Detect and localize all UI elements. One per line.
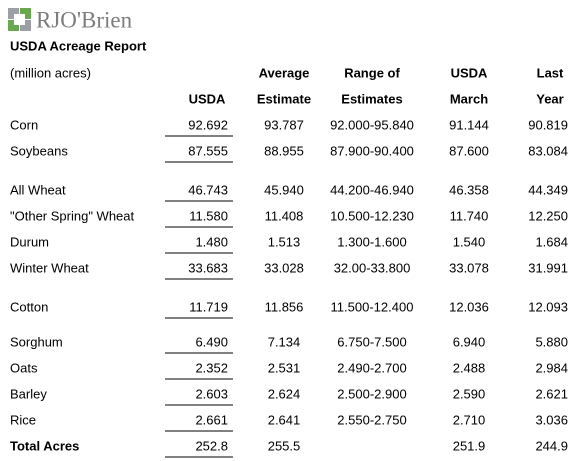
- cell: 5.880: [535, 334, 568, 349]
- cell: 1.540: [453, 234, 486, 249]
- cell: 6.750-7.500: [337, 334, 406, 349]
- row-label: Rice: [10, 412, 36, 427]
- cell: 44.200-46.940: [330, 182, 414, 197]
- cell: 92.692: [188, 117, 228, 132]
- cell: 2.984: [535, 360, 568, 375]
- cell: 2.490-2.700: [337, 360, 406, 375]
- unit-note: (million acres): [10, 65, 91, 80]
- cell: 2.352: [195, 360, 228, 375]
- cell: 11.740: [450, 208, 489, 223]
- cell: 2.641: [268, 412, 301, 427]
- column-header: Estimates: [341, 91, 402, 106]
- row-label: "Other Spring" Wheat: [10, 208, 135, 223]
- cell: 92.000-95.840: [330, 117, 414, 132]
- cell: 2.590: [453, 386, 486, 401]
- cell: 12.093: [528, 299, 568, 314]
- cell: 2.621: [535, 386, 568, 401]
- report-title: USDA Acreage Report: [10, 38, 147, 53]
- logo-text: RJO'Brien: [36, 7, 133, 32]
- cell: 90.819: [528, 117, 568, 132]
- cell: 2.488: [453, 360, 486, 375]
- row-label: Sorghum: [10, 334, 63, 349]
- cell: 10.500-12.230: [330, 208, 414, 223]
- cell: 1.684: [535, 234, 568, 249]
- column-header: USDA: [189, 91, 226, 106]
- cell: 2.500-2.900: [337, 386, 406, 401]
- cell: 12.250: [528, 208, 568, 223]
- cell: 255.5: [268, 438, 301, 453]
- column-header: Estimate: [257, 91, 311, 106]
- cell: 46.743: [188, 182, 228, 197]
- column-header: Average: [259, 65, 310, 80]
- cell: 252.8: [195, 438, 228, 453]
- cell: 244.9: [535, 438, 568, 453]
- cell: 2.550-2.750: [337, 412, 406, 427]
- row-label: Durum: [10, 234, 49, 249]
- cell: 7.134: [268, 334, 301, 349]
- cell: 33.028: [264, 260, 304, 275]
- cell: 3.036: [535, 412, 568, 427]
- cell: 45.940: [264, 182, 304, 197]
- cell: 11.500-12.400: [331, 299, 414, 314]
- cell: 91.144: [449, 117, 489, 132]
- cell: 2.661: [195, 412, 228, 427]
- cell: 44.349: [528, 182, 568, 197]
- cell: 2.624: [268, 386, 301, 401]
- row-label: Soybeans: [10, 143, 68, 158]
- column-header: USDA: [451, 65, 488, 80]
- cell: 2.603: [195, 386, 228, 401]
- column-header: Last: [537, 65, 564, 80]
- cell: 11.719: [189, 299, 228, 314]
- cell: 33.683: [188, 260, 228, 275]
- column-header: Range of: [344, 65, 400, 80]
- row-label: Oats: [10, 360, 38, 375]
- cell: 12.036: [449, 299, 489, 314]
- cell: 87.555: [188, 143, 228, 158]
- cell: 6.490: [195, 334, 228, 349]
- column-header: March: [450, 91, 488, 106]
- cell: 31.991: [528, 260, 568, 275]
- cell: 87.600: [449, 143, 489, 158]
- cell: 33.078: [449, 260, 489, 275]
- cell: 46.358: [449, 182, 489, 197]
- cell: 93.787: [264, 117, 304, 132]
- cell: 6.940: [453, 334, 486, 349]
- logo-icon: [8, 8, 31, 31]
- cell: 2.531: [268, 360, 301, 375]
- row-label: Cotton: [10, 299, 48, 314]
- row-label: Corn: [10, 117, 38, 132]
- cell: 11.580: [189, 208, 228, 223]
- cell: 1.513: [268, 234, 301, 249]
- row-label: Winter Wheat: [10, 260, 89, 275]
- row-label: Total Acres: [10, 438, 79, 453]
- cell: 83.084: [528, 143, 568, 158]
- row-label: Barley: [10, 386, 47, 401]
- column-header: Year: [536, 91, 563, 106]
- cell: 1.480: [195, 234, 228, 249]
- cell: 88.955: [264, 143, 304, 158]
- cell: 87.900-90.400: [330, 143, 414, 158]
- cell: 2.710: [453, 412, 486, 427]
- cell: 11.856: [265, 299, 304, 314]
- cell: 32.00-33.800: [334, 260, 411, 275]
- cell: 1.300-1.600: [337, 234, 406, 249]
- cell: 251.9: [453, 438, 486, 453]
- cell: 11.408: [265, 208, 304, 223]
- row-label: All Wheat: [10, 182, 66, 197]
